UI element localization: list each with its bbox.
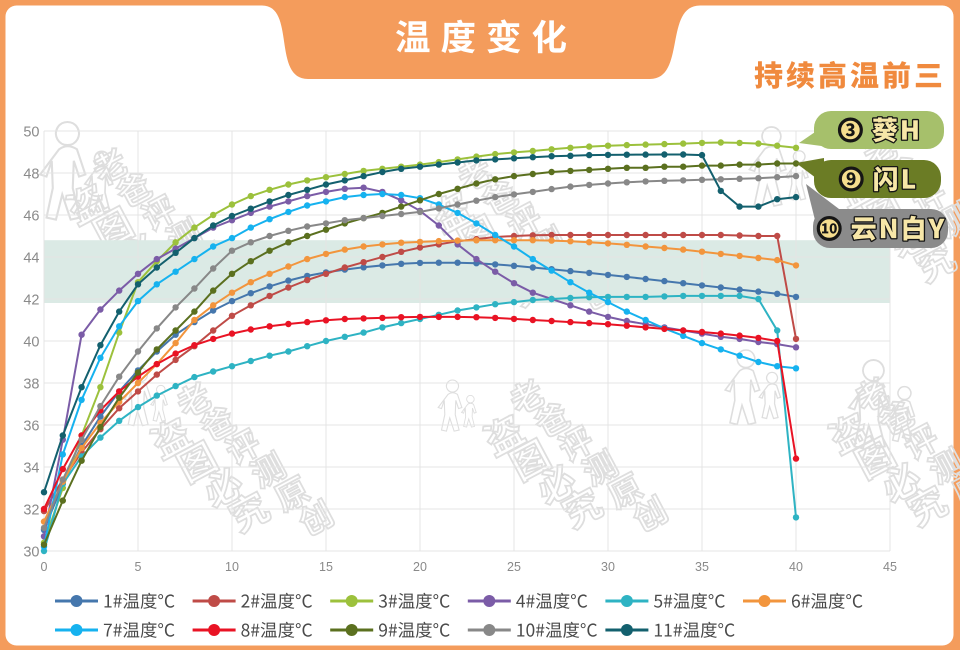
- svg-text:44: 44: [23, 251, 39, 267]
- svg-text:20: 20: [413, 560, 427, 574]
- svg-text:10: 10: [225, 560, 239, 574]
- svg-text:30: 30: [23, 545, 39, 561]
- svg-text:38: 38: [23, 377, 39, 393]
- svg-text:34: 34: [23, 461, 39, 477]
- svg-text:15: 15: [319, 560, 333, 574]
- svg-text:40: 40: [23, 335, 39, 351]
- svg-text:45: 45: [883, 560, 897, 574]
- svg-text:5: 5: [135, 560, 142, 574]
- svg-text:40: 40: [789, 560, 803, 574]
- svg-text:25: 25: [507, 560, 521, 574]
- svg-text:48: 48: [23, 167, 39, 183]
- svg-text:50: 50: [23, 125, 39, 141]
- svg-text:42: 42: [23, 293, 39, 309]
- svg-text:0: 0: [41, 560, 48, 574]
- svg-text:30: 30: [601, 560, 615, 574]
- svg-text:46: 46: [23, 209, 39, 225]
- svg-text:35: 35: [695, 560, 709, 574]
- svg-text:32: 32: [23, 503, 39, 519]
- svg-text:36: 36: [23, 419, 39, 435]
